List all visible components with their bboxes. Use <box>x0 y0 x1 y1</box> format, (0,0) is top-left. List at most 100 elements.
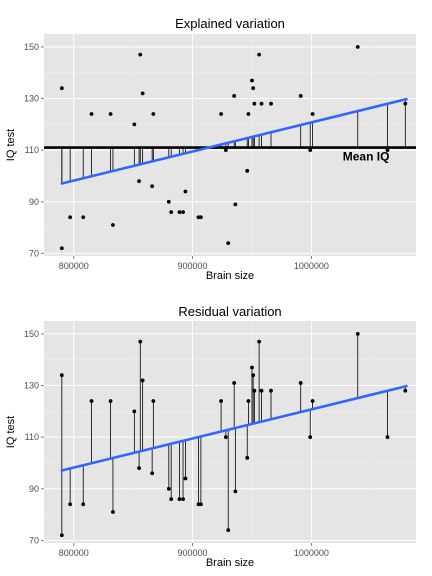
data-point <box>245 168 250 173</box>
data-point <box>198 215 203 220</box>
data-point <box>169 210 174 215</box>
grid-lines <box>44 34 416 256</box>
data-point <box>177 210 182 215</box>
data-point <box>138 339 143 344</box>
data-point <box>385 148 390 153</box>
data-point <box>269 101 273 106</box>
plot-panel <box>44 34 416 256</box>
data-point <box>183 476 188 481</box>
data-point <box>355 332 360 336</box>
data-point <box>226 528 231 532</box>
data-point <box>310 399 315 403</box>
data-point <box>257 52 262 57</box>
data-point <box>355 45 360 49</box>
y-axis-label: IQ test <box>5 416 17 448</box>
data-point <box>81 215 86 220</box>
mean-iq-label: Mean IQ <box>343 150 390 164</box>
grid-lines <box>44 321 416 543</box>
data-point <box>81 502 86 507</box>
data-point <box>151 112 156 116</box>
data-point <box>233 489 238 494</box>
data-point <box>403 101 408 106</box>
data-marks <box>59 332 408 538</box>
data-point <box>250 365 254 370</box>
y-tick-label: 70 <box>29 248 39 258</box>
x-tick-label: 1000000 <box>294 548 329 558</box>
regression-line <box>60 97 408 185</box>
data-point <box>250 78 254 83</box>
data-point <box>181 497 185 502</box>
data-point <box>59 533 64 538</box>
data-point <box>166 199 171 204</box>
data-point <box>251 373 256 378</box>
data-point <box>251 86 256 91</box>
x-tick-label: 1000000 <box>294 261 329 271</box>
data-point <box>68 215 73 220</box>
y-tick-label: 110 <box>25 145 39 155</box>
data-point <box>232 381 237 385</box>
data-point <box>246 399 251 403</box>
data-point <box>151 399 156 403</box>
data-point <box>137 466 141 471</box>
y-tick-label: 90 <box>29 484 39 494</box>
data-point <box>269 388 273 393</box>
y-axis-label: IQ test <box>5 129 17 161</box>
data-point <box>298 381 303 385</box>
chart-title: Explained variation <box>175 16 285 31</box>
data-point <box>223 435 228 440</box>
data-point <box>140 378 145 383</box>
data-point <box>310 112 315 116</box>
data-point <box>226 241 231 245</box>
data-point <box>298 94 303 98</box>
y-tick-labels: 70 90 110 130 150 <box>24 42 44 258</box>
data-point <box>198 502 203 507</box>
data-point <box>150 471 155 476</box>
data-point <box>181 210 185 215</box>
data-point <box>403 388 408 393</box>
y-tick-label: 90 <box>29 197 39 207</box>
data-point <box>252 388 257 393</box>
data-point <box>59 373 64 378</box>
x-axis-label: Brain size <box>206 270 254 282</box>
data-point <box>308 148 313 153</box>
data-point <box>137 179 141 184</box>
y-tick-label: 130 <box>24 94 39 104</box>
data-point <box>252 101 257 106</box>
data-point <box>138 52 143 57</box>
data-point <box>59 246 64 251</box>
chart-residual-variation: Residual variation 70 90 110 130 150 800000 9… <box>5 304 416 569</box>
plot-panel <box>44 321 416 543</box>
data-point <box>257 339 262 344</box>
data-point <box>219 399 223 403</box>
x-axis-label: Brain size <box>206 557 254 569</box>
data-point <box>177 497 182 502</box>
chart-explained-variation: Explained variation Mean IQ 70 90 110 130 15… <box>5 16 416 282</box>
x-tick-labels: 800000 900000 1000000 <box>59 543 329 558</box>
data-point <box>132 122 137 127</box>
x-tick-label: 800000 <box>59 261 89 271</box>
data-point <box>111 510 115 514</box>
y-tick-label: 110 <box>25 432 39 442</box>
data-point <box>183 189 188 194</box>
y-tick-label: 130 <box>24 381 39 391</box>
data-point <box>140 91 145 96</box>
data-marks: Mean IQ <box>44 45 416 251</box>
x-tick-label: 900000 <box>178 548 208 558</box>
data-point <box>59 86 64 91</box>
data-point <box>385 435 390 440</box>
y-tick-label: 150 <box>24 329 39 339</box>
data-point <box>259 388 264 393</box>
data-point <box>166 486 171 491</box>
data-point <box>89 112 94 116</box>
y-tick-labels: 70 90 110 130 150 <box>24 329 44 545</box>
data-point <box>245 455 250 460</box>
data-point <box>169 497 174 502</box>
data-point <box>68 502 73 507</box>
y-tick-label: 70 <box>29 535 39 545</box>
data-point <box>233 202 238 207</box>
data-point <box>108 399 113 403</box>
data-point <box>150 184 155 189</box>
chart-title: Residual variation <box>178 304 281 319</box>
data-point <box>259 101 264 106</box>
